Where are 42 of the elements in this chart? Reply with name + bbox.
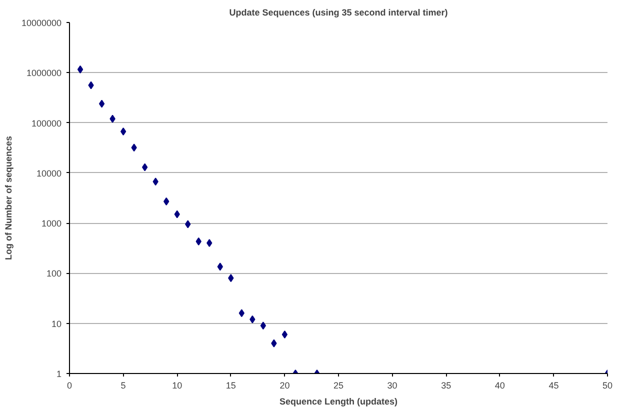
point	[282, 330, 288, 338]
point	[164, 197, 170, 206]
y-tick-label: 1	[56, 369, 62, 379]
point	[88, 81, 94, 90]
y-tick-label: 1000	[41, 218, 62, 229]
y-tick-label: 100000	[31, 118, 62, 128]
point	[217, 262, 223, 271]
chart-title: Update Sequences (using 35 second interval timer)	[229, 8, 448, 18]
x-tick-label: 0	[66, 380, 72, 390]
point	[250, 315, 256, 324]
point	[271, 339, 277, 348]
y-tick-label: 1000000	[26, 68, 62, 78]
x-tick-label: 25	[333, 380, 344, 390]
point	[110, 114, 116, 123]
y-tick-label: 100	[46, 268, 62, 279]
x-tick-label: 10	[172, 380, 182, 390]
point	[238, 309, 244, 318]
y-axis-title: Log of Number of sequences	[3, 136, 14, 260]
x-tick-label: 15	[226, 380, 236, 390]
point	[142, 163, 148, 172]
point	[228, 274, 234, 282]
x-tick-label: 5	[120, 380, 126, 390]
point	[185, 220, 191, 228]
x-axis-title: Sequence Length (updates)	[279, 396, 398, 406]
point	[196, 237, 202, 246]
x-tick-label: 50	[602, 380, 613, 390]
point	[77, 65, 84, 74]
point	[98, 100, 105, 108]
point	[152, 178, 158, 186]
point	[206, 239, 212, 248]
x-tick-label: 35	[441, 380, 452, 390]
point	[260, 322, 266, 330]
x-tick-label: 40	[494, 380, 505, 390]
y-tick-label: 10000	[36, 168, 62, 178]
point	[131, 144, 137, 152]
x-tick-label: 30	[387, 380, 398, 390]
point	[120, 128, 126, 136]
y-tick-label: 10000000	[21, 18, 62, 28]
point	[174, 210, 180, 218]
x-tick-label: 20	[280, 380, 290, 390]
y-tick-label: 10	[51, 318, 62, 329]
x-tick-label: 45	[548, 380, 559, 390]
